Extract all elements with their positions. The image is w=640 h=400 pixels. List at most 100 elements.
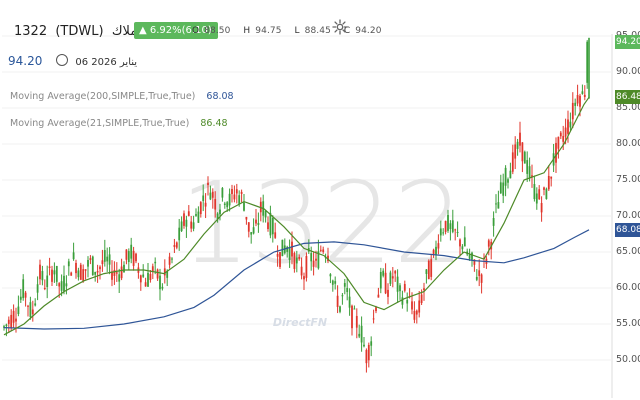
open-value: 88.50 — [204, 26, 231, 36]
candle-body — [334, 281, 337, 284]
candle-body — [226, 202, 229, 208]
candle-body — [245, 216, 248, 220]
candle-body — [298, 257, 301, 259]
candle-body — [5, 324, 8, 327]
candle-body — [478, 270, 481, 276]
candle-body — [461, 246, 464, 250]
candle-body — [103, 250, 106, 262]
candle-body — [84, 269, 87, 271]
candle-body — [540, 202, 543, 213]
candle-body — [300, 266, 303, 276]
candle-body — [442, 232, 445, 234]
candle-body — [238, 195, 241, 205]
candle-body — [343, 283, 346, 287]
candle-body — [403, 283, 406, 291]
candle-body — [432, 249, 435, 255]
candle-body — [223, 203, 226, 205]
candle-body — [528, 166, 531, 179]
ma21-label: Moving Average(21,SIMPLE,True,True) — [10, 118, 190, 129]
candle-body — [219, 209, 221, 215]
candle-body — [17, 306, 20, 315]
y-tick-label: 50.00 — [616, 354, 640, 365]
ma21-legend[interactable]: Moving Average(21,SIMPLE,True,True) 86.4… — [10, 118, 228, 129]
candle-body — [142, 274, 145, 277]
candle-body — [523, 151, 526, 164]
candle-body — [70, 272, 73, 276]
candle-body — [231, 188, 233, 195]
candle-body — [161, 286, 164, 289]
settings-gear-icon[interactable] — [332, 19, 348, 35]
candle-body — [322, 249, 325, 252]
candle-body — [235, 189, 238, 194]
candle-body — [384, 272, 387, 294]
candle-body — [154, 261, 157, 264]
candle-body — [209, 192, 212, 200]
candle-body — [276, 253, 279, 257]
ma200-legend[interactable]: Moving Average(200,SIMPLE,True,True) 68.… — [10, 91, 234, 102]
y-tick-label: 85.00 — [616, 102, 640, 113]
candle-body — [159, 275, 161, 290]
candle-body — [564, 127, 567, 137]
candle-body — [79, 264, 82, 280]
candle-body — [259, 201, 262, 213]
candle-body — [31, 309, 34, 315]
close-value: 94.20 — [355, 26, 382, 36]
candle-body — [348, 296, 351, 308]
candle-body — [15, 318, 17, 322]
candle-body — [543, 187, 545, 190]
candle-body — [581, 91, 584, 94]
candle-body — [39, 264, 41, 280]
candle-body — [531, 175, 533, 177]
candle-body — [65, 283, 68, 287]
candle-body — [351, 305, 353, 329]
candle-body — [487, 240, 490, 247]
candle-body — [312, 260, 315, 267]
candle-body — [319, 249, 322, 251]
symbol-exchange: (TDWL) — [55, 24, 104, 39]
candle-body — [7, 319, 10, 324]
candle-body — [521, 142, 524, 162]
candle-body — [519, 132, 521, 146]
candle-body — [288, 247, 291, 260]
candle-body — [111, 271, 113, 280]
ma200-line — [3, 229, 590, 330]
candle-body — [411, 301, 413, 310]
y-tick-label: 55.00 — [616, 318, 640, 329]
candle-body — [123, 264, 125, 273]
candle-body — [492, 217, 495, 226]
candle-body — [576, 95, 579, 104]
candle-body — [118, 274, 121, 282]
candle-body — [514, 144, 517, 159]
candle-body — [247, 222, 250, 232]
candle-body — [214, 199, 217, 210]
candle-body — [53, 270, 56, 275]
candle-body — [43, 287, 46, 289]
candle-body — [46, 275, 49, 287]
candle-body — [24, 292, 27, 298]
candle-body — [401, 297, 404, 305]
candle-body — [516, 141, 519, 149]
ma200-label: Moving Average(200,SIMPLE,True,True) — [10, 91, 196, 102]
candle-body — [192, 222, 195, 229]
candle-body — [430, 259, 433, 277]
low-key: L — [294, 26, 300, 36]
candle-body — [115, 272, 118, 274]
candle-body — [394, 271, 397, 274]
ma200-value: 68.08 — [206, 91, 234, 102]
candle-body — [173, 245, 176, 247]
candle-body — [562, 136, 565, 142]
candle-body — [279, 252, 281, 267]
candle-body — [555, 142, 557, 163]
candle-body — [379, 271, 382, 289]
candle-body — [113, 269, 116, 276]
candle-body — [459, 239, 461, 247]
candle-body — [180, 221, 183, 232]
candle-body — [399, 285, 401, 292]
candle-body — [406, 299, 409, 304]
close-key: C — [343, 26, 351, 36]
candle-body — [75, 262, 77, 274]
candle-body — [293, 253, 296, 269]
candle-body — [166, 270, 169, 278]
y-tick-label: 90.00 — [616, 66, 640, 77]
